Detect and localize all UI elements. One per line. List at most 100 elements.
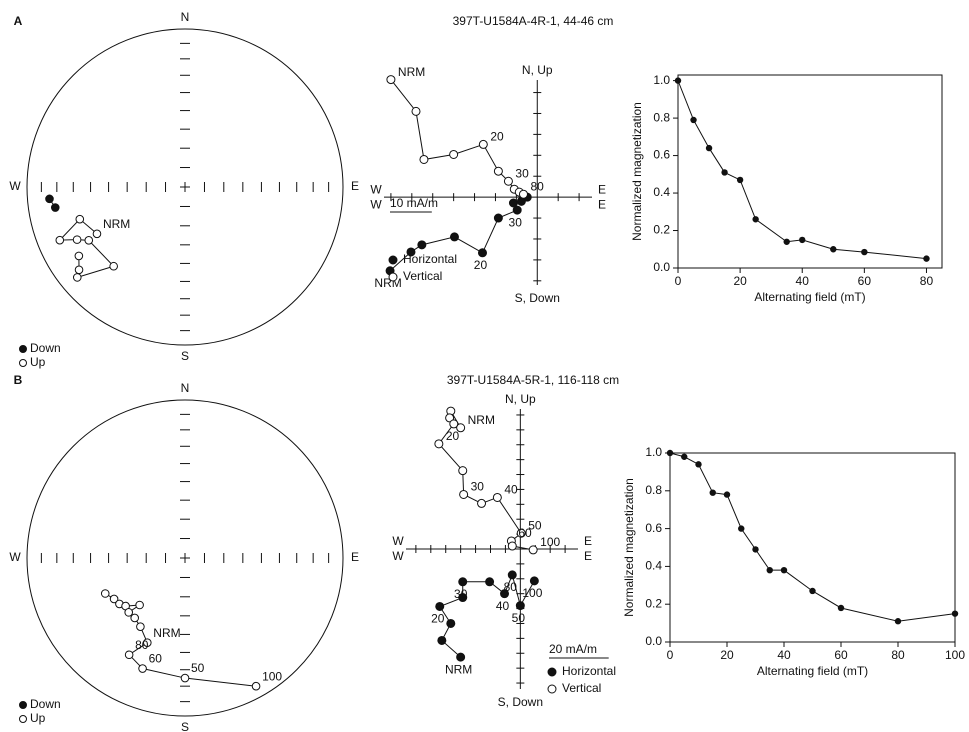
compass-label: W <box>9 179 21 193</box>
scale-bar-label: 10 mA/m <box>390 196 438 210</box>
legend-label: Down <box>30 697 61 711</box>
legend-marker <box>19 359 27 367</box>
step-label: 40 <box>496 599 510 613</box>
legend-marker <box>19 701 27 709</box>
demag-marker <box>705 144 713 152</box>
demag-point <box>449 419 459 429</box>
demag-point <box>417 240 427 250</box>
axis-label: W <box>370 197 382 211</box>
legend-marker <box>547 667 557 677</box>
demag-point <box>518 189 528 199</box>
demag-marker <box>681 453 688 460</box>
step-label: 60 <box>149 652 163 666</box>
step-label: 20 <box>474 258 488 272</box>
step-label: NRM <box>153 626 180 640</box>
step-label: NRM <box>103 217 130 231</box>
y-tick-label: 1.0 <box>645 445 662 459</box>
demag-marker <box>809 587 816 595</box>
demag-marker <box>894 618 902 625</box>
direction-point <box>109 594 119 604</box>
compass-label: W <box>9 550 21 564</box>
demag-marker <box>951 610 959 617</box>
y-tick-label: 0.0 <box>645 634 662 648</box>
demag-point <box>456 423 466 433</box>
x-axis-title: Alternating field (mT) <box>757 664 868 678</box>
demag-point <box>512 205 522 215</box>
direction-point <box>136 622 145 631</box>
legend-label: Up <box>30 711 46 725</box>
legend-marker <box>19 715 27 723</box>
direction-point <box>109 261 118 271</box>
step-label: NRM <box>398 65 425 79</box>
demag-marker <box>766 566 773 574</box>
demag-point <box>446 618 456 628</box>
demag-curve <box>669 452 956 622</box>
demag-point <box>477 248 487 258</box>
direction-point <box>130 613 140 623</box>
demag-marker <box>674 77 682 84</box>
legend-marker <box>388 272 398 282</box>
y-tick-label: 0.8 <box>645 483 662 497</box>
demag-point <box>507 570 517 580</box>
y-tick-label: 0.6 <box>653 148 670 162</box>
step-label: 100 <box>540 535 560 549</box>
demag-marker <box>799 236 806 244</box>
panel-title: 397T-U1584A-5R-1, 116-118 cm <box>447 373 619 387</box>
step-label: 50 <box>512 611 526 625</box>
demag-marker <box>752 216 759 223</box>
step-label: 20 <box>446 429 460 443</box>
legend-label: Up <box>30 355 46 369</box>
legend-label: Down <box>30 341 61 355</box>
y-tick-label: 0.4 <box>645 559 662 573</box>
legend-marker <box>19 345 27 353</box>
demag-point <box>493 166 503 176</box>
direction-point <box>180 673 190 683</box>
stereonet-circle <box>26 28 344 346</box>
demag-marker <box>695 461 702 468</box>
step-label: NRM <box>468 413 495 427</box>
demag-point <box>406 247 416 257</box>
demag-point <box>485 577 495 587</box>
y-tick-label: 0.6 <box>645 521 662 535</box>
demag-marker <box>830 246 837 253</box>
axis-label: E <box>584 534 592 548</box>
step-label: 30 <box>454 587 468 601</box>
direction-point <box>50 203 60 212</box>
direction-point <box>138 664 147 673</box>
compass-label: S <box>181 720 189 732</box>
step-label: 30 <box>471 480 485 494</box>
step-label: 50 <box>528 518 542 532</box>
direction-point <box>143 638 152 647</box>
direction-point <box>74 251 84 261</box>
demag-marker <box>738 525 745 532</box>
direction-point <box>84 236 94 245</box>
step-label: 100 <box>262 669 282 683</box>
demag-marker <box>723 491 731 498</box>
demag-marker <box>780 566 788 574</box>
legend-label: Horizontal <box>403 252 457 266</box>
step-label: 20 <box>431 612 445 626</box>
axis-label: N, Up <box>522 63 553 77</box>
scale-bar-label: 20 mA/m <box>549 642 597 656</box>
demag-point <box>435 601 445 611</box>
compass-label: S <box>181 349 189 363</box>
y-axis-title: Normalized magnetization <box>622 478 636 617</box>
step-label: NRM <box>445 662 472 676</box>
direction-point <box>72 273 82 282</box>
axis-label: W <box>392 534 404 548</box>
demag-point <box>386 75 396 85</box>
demag-point <box>458 577 468 587</box>
demag-point <box>508 198 518 208</box>
panel-label: A <box>14 14 23 28</box>
direction-point <box>124 650 134 660</box>
demag-point <box>456 652 466 662</box>
step-label: 80 <box>530 179 544 193</box>
x-tick-label: 0 <box>667 648 674 662</box>
demag-point <box>459 489 469 499</box>
demag-marker <box>923 255 930 262</box>
direction-point <box>100 589 110 598</box>
y-tick-label: 1.0 <box>653 73 670 87</box>
stereonet-circle <box>26 399 344 717</box>
compass-label: E <box>351 550 359 564</box>
legend-label: Vertical <box>403 269 442 283</box>
